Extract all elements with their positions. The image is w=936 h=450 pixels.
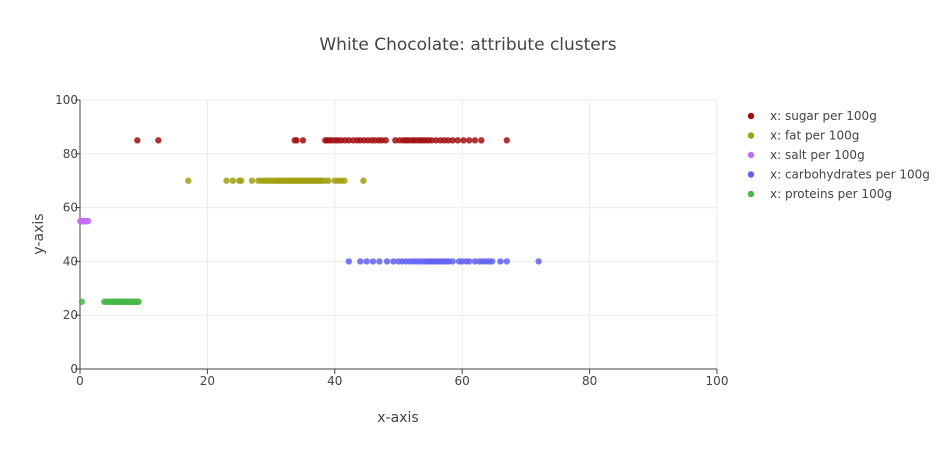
y-tick-label: 80 [63, 147, 78, 161]
y-tick-label: 20 [63, 308, 78, 322]
data-point[interactable] [155, 137, 162, 144]
data-point[interactable] [454, 137, 461, 144]
data-point[interactable] [503, 258, 510, 265]
data-point[interactable] [478, 137, 485, 144]
data-point[interactable] [383, 258, 391, 265]
data-point[interactable] [369, 258, 377, 265]
y-tick-label: 100 [55, 93, 78, 107]
data-point[interactable] [535, 258, 542, 265]
series-3 [345, 258, 542, 265]
data-point[interactable] [449, 258, 456, 265]
data-point[interactable] [449, 137, 456, 144]
data-point[interactable] [248, 177, 256, 184]
legend-item[interactable]: x: salt per 100g [747, 148, 865, 162]
data-point[interactable] [135, 298, 142, 305]
data-point[interactable] [237, 177, 245, 184]
legend-marker [747, 151, 755, 159]
legend-item[interactable]: x: proteins per 100g [747, 187, 892, 201]
series-2 [77, 217, 92, 225]
data-point[interactable] [360, 177, 367, 184]
legend-label: x: carbohydrates per 100g [770, 168, 930, 182]
data-point[interactable] [471, 258, 479, 265]
x-tick-label: 60 [455, 374, 470, 388]
data-point[interactable] [466, 258, 473, 265]
series-1 [185, 177, 367, 184]
data-point[interactable] [432, 137, 440, 144]
legend-marker [747, 132, 755, 139]
data-point[interactable] [185, 177, 192, 184]
data-point[interactable] [293, 137, 300, 144]
legend-marker [747, 190, 755, 198]
data-point[interactable] [341, 177, 348, 184]
data-point[interactable] [299, 137, 307, 144]
data-point[interactable] [229, 177, 237, 184]
x-tick-label: 100 [706, 374, 729, 388]
data-point[interactable] [390, 258, 397, 265]
data-point[interactable] [363, 258, 370, 265]
legend-label: x: sugar per 100g [770, 109, 877, 123]
legend-item[interactable]: x: carbohydrates per 100g [747, 168, 930, 182]
data-point[interactable] [382, 137, 389, 144]
x-tick-label: 40 [327, 374, 342, 388]
legend-item[interactable]: x: fat per 100g [747, 129, 860, 143]
data-point[interactable] [78, 298, 86, 305]
data-point[interactable] [357, 258, 364, 265]
y-axis-title: y-axis [31, 213, 47, 254]
data-point[interactable] [503, 137, 510, 144]
data-point[interactable] [223, 177, 230, 184]
points-layer [77, 137, 542, 305]
data-point[interactable] [345, 137, 353, 144]
x-tick-label: 0 [76, 374, 84, 388]
data-point[interactable] [497, 258, 504, 265]
x-tick-label: 20 [200, 374, 215, 388]
data-point[interactable] [134, 137, 141, 144]
legend-label: x: fat per 100g [770, 129, 859, 143]
data-point[interactable] [392, 137, 399, 144]
data-point[interactable] [376, 258, 383, 265]
data-point[interactable] [460, 137, 467, 144]
x-axis-title: x-axis [377, 410, 418, 426]
x-tick-label: 80 [582, 374, 597, 388]
data-point[interactable] [444, 137, 452, 144]
series-4 [78, 298, 142, 305]
data-point[interactable] [471, 137, 479, 144]
y-tick-label: 40 [63, 254, 78, 268]
legend-marker [747, 171, 755, 178]
legend-label: x: salt per 100g [770, 148, 865, 162]
data-point[interactable] [325, 177, 332, 184]
legend-item[interactable]: x: sugar per 100g [747, 109, 877, 123]
chart-title: White Chocolate: attribute clusters [319, 35, 616, 55]
data-point[interactable] [85, 217, 92, 225]
series-0 [134, 137, 510, 144]
data-point[interactable] [488, 258, 496, 265]
y-tick-label: 60 [63, 201, 78, 215]
axis-layer: 0 20 40 60 80 100 0 20 40 60 80 100 [55, 93, 728, 388]
data-point[interactable] [345, 258, 353, 265]
data-point[interactable] [428, 137, 435, 144]
legend-marker [747, 112, 755, 120]
legend: x: sugar per 100g x: fat per 100g x: salt … [747, 109, 930, 201]
y-tick-label: 0 [70, 362, 78, 376]
legend-label: x: proteins per 100g [770, 187, 892, 201]
data-point[interactable] [466, 137, 473, 144]
